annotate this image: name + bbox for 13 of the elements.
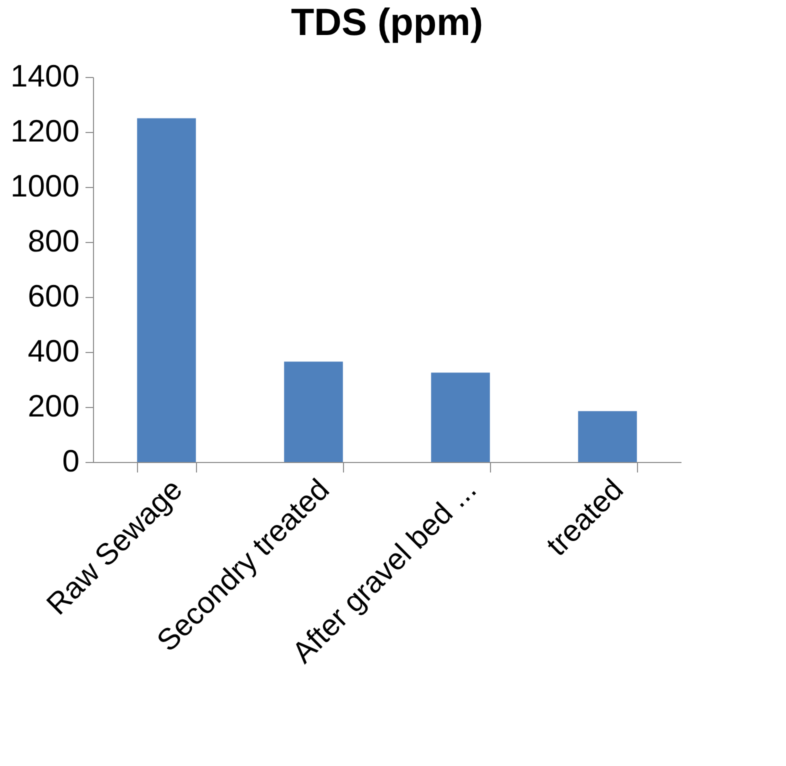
bar — [431, 372, 490, 462]
y-tick-label: 800 — [28, 224, 80, 258]
y-tick-label: 1200 — [10, 114, 80, 148]
y-tick-label: 200 — [28, 388, 80, 424]
bar — [578, 411, 637, 462]
bar — [284, 362, 343, 462]
y-tick-label: 400 — [28, 334, 80, 368]
y-tick-label: 0 — [62, 444, 80, 478]
y-tick-label: 600 — [28, 278, 80, 314]
bar — [137, 118, 196, 462]
y-tick-label: 1400 — [10, 58, 80, 94]
y-tick-label: 1000 — [10, 168, 80, 204]
chart-title: TDS (ppm) — [290, 2, 484, 44]
